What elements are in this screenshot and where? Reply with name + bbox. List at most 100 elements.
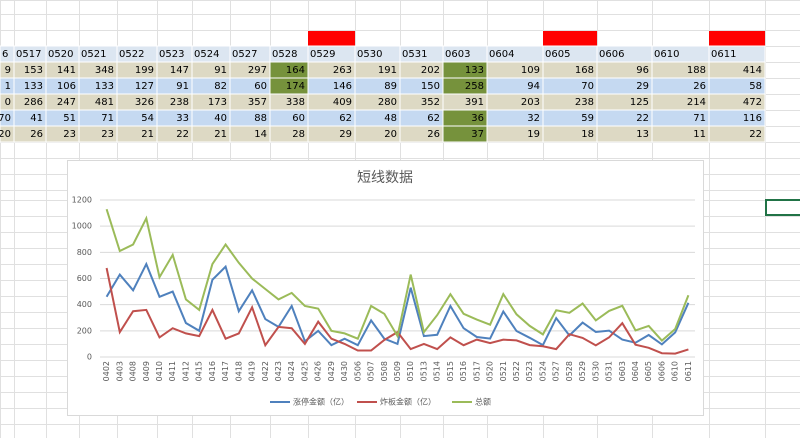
cell-text[interactable]: 21 <box>214 129 227 140</box>
cell-text[interactable]: 297 <box>248 65 267 76</box>
header-text[interactable]: 0605 <box>545 49 570 60</box>
cell-text[interactable]: 70 <box>0 113 11 124</box>
cell-text[interactable]: 414 <box>743 65 762 76</box>
cell-text[interactable]: 153 <box>24 65 43 76</box>
cell-text[interactable]: 26 <box>30 129 43 140</box>
cell-text[interactable]: 60 <box>292 113 305 124</box>
cell-text[interactable]: 20 <box>384 129 397 140</box>
cell-text[interactable]: 214 <box>687 97 706 108</box>
cell-text[interactable]: 23 <box>101 129 114 140</box>
cell-text[interactable]: 203 <box>521 97 540 108</box>
cell-text[interactable]: 59 <box>581 113 594 124</box>
cell-text[interactable]: 133 <box>95 81 114 92</box>
cell-text[interactable]: 164 <box>286 65 305 76</box>
cell-text[interactable]: 173 <box>208 97 227 108</box>
cell-text[interactable]: 14 <box>254 129 267 140</box>
cell-text[interactable]: 238 <box>575 97 594 108</box>
cell-text[interactable]: 54 <box>141 113 154 124</box>
cell-text[interactable]: 481 <box>95 97 114 108</box>
cell-text[interactable]: 247 <box>57 97 76 108</box>
cell-text[interactable]: 109 <box>521 65 540 76</box>
cell-text[interactable]: 133 <box>24 81 43 92</box>
cell-text[interactable]: 62 <box>427 113 440 124</box>
header-text[interactable]: 0603 <box>445 49 470 60</box>
header-text[interactable]: 0604 <box>489 49 514 60</box>
cell-text[interactable]: 71 <box>693 113 706 124</box>
cell-text[interactable]: 202 <box>421 65 440 76</box>
cell-text[interactable]: 1 <box>5 81 11 92</box>
cell-text[interactable]: 357 <box>248 97 267 108</box>
header-text[interactable]: 0528 <box>272 49 297 60</box>
cell-text[interactable]: 20 <box>0 129 11 140</box>
cell-text[interactable]: 71 <box>101 113 114 124</box>
cell-text[interactable]: 188 <box>687 65 706 76</box>
cell-text[interactable]: 199 <box>135 65 154 76</box>
header-text[interactable]: 0524 <box>194 49 219 60</box>
header-text[interactable]: 0530 <box>357 49 382 60</box>
cell-text[interactable]: 32 <box>527 113 540 124</box>
cell-text[interactable]: 133 <box>465 65 484 76</box>
header-text[interactable]: 0523 <box>159 49 184 60</box>
cell-text[interactable]: 91 <box>176 81 189 92</box>
cell-text[interactable]: 23 <box>63 129 76 140</box>
cell-text[interactable]: 29 <box>339 129 352 140</box>
cell-text[interactable]: 116 <box>743 113 762 124</box>
cell-text[interactable]: 26 <box>693 81 706 92</box>
cell-text[interactable]: 96 <box>636 65 649 76</box>
cell-text[interactable]: 147 <box>170 65 189 76</box>
header-text[interactable]: 0522 <box>119 49 144 60</box>
header-text[interactable]: 0606 <box>599 49 624 60</box>
cell-text[interactable]: 28 <box>292 129 305 140</box>
cell-text[interactable]: 286 <box>24 97 43 108</box>
header-text[interactable]: 0527 <box>232 49 257 60</box>
cell-text[interactable]: 37 <box>471 129 484 140</box>
cell-text[interactable]: 13 <box>636 129 649 140</box>
cell-text[interactable]: 263 <box>333 65 352 76</box>
cell-text[interactable]: 51 <box>63 113 76 124</box>
cell-text[interactable]: 168 <box>575 65 594 76</box>
cell-text[interactable]: 22 <box>749 129 762 140</box>
cell-text[interactable]: 326 <box>135 97 154 108</box>
header-text[interactable]: 6 <box>2 49 8 60</box>
selected-cell[interactable] <box>765 199 800 216</box>
cell-text[interactable]: 238 <box>170 97 189 108</box>
cell-text[interactable]: 40 <box>214 113 227 124</box>
cell-text[interactable]: 146 <box>333 81 352 92</box>
cell-text[interactable]: 11 <box>693 129 706 140</box>
cell-text[interactable]: 127 <box>135 81 154 92</box>
cell-text[interactable]: 26 <box>427 129 440 140</box>
cell-text[interactable]: 33 <box>176 113 189 124</box>
cell-text[interactable]: 70 <box>581 81 594 92</box>
cell-text[interactable]: 9 <box>5 65 11 76</box>
cell-text[interactable]: 0 <box>5 97 11 108</box>
cell-text[interactable]: 22 <box>176 129 189 140</box>
cell-text[interactable]: 89 <box>384 81 397 92</box>
header-text[interactable]: 0529 <box>310 49 335 60</box>
header-text[interactable]: 0517 <box>16 49 41 60</box>
header-text[interactable]: 0520 <box>48 49 73 60</box>
cell-text[interactable]: 348 <box>95 65 114 76</box>
header-text[interactable]: 0531 <box>402 49 427 60</box>
cell-text[interactable]: 91 <box>214 65 227 76</box>
cell-text[interactable]: 36 <box>471 113 484 124</box>
header-text[interactable]: 0610 <box>654 49 679 60</box>
cell-text[interactable]: 174 <box>286 81 305 92</box>
cell-text[interactable]: 150 <box>421 81 440 92</box>
cell-text[interactable]: 60 <box>254 81 267 92</box>
header-text[interactable]: 0611 <box>711 49 736 60</box>
cell-text[interactable]: 48 <box>384 113 397 124</box>
header-text[interactable]: 0521 <box>81 49 106 60</box>
cell-text[interactable]: 41 <box>30 113 43 124</box>
cell-text[interactable]: 338 <box>286 97 305 108</box>
cell-text[interactable]: 22 <box>636 113 649 124</box>
cell-text[interactable]: 258 <box>465 81 484 92</box>
cell-text[interactable]: 409 <box>333 97 352 108</box>
cell-text[interactable]: 88 <box>254 113 267 124</box>
cell-text[interactable]: 19 <box>527 129 540 140</box>
cell-text[interactable]: 125 <box>630 97 649 108</box>
cell-text[interactable]: 62 <box>339 113 352 124</box>
cell-text[interactable]: 141 <box>57 65 76 76</box>
cell-text[interactable]: 280 <box>378 97 397 108</box>
cell-text[interactable]: 352 <box>421 97 440 108</box>
cell-text[interactable]: 29 <box>636 81 649 92</box>
